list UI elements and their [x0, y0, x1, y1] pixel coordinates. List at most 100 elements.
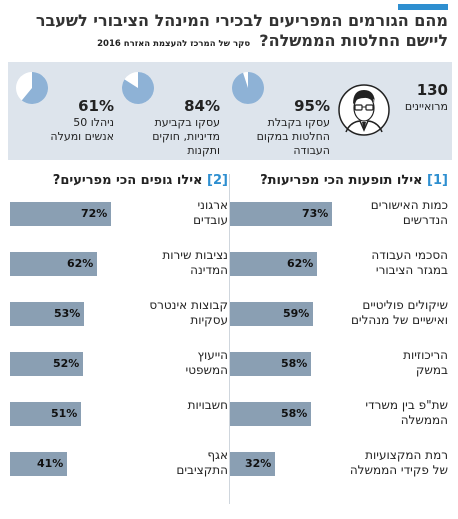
bar-value-label: 73%: [302, 207, 329, 220]
category-label-line: כמות האישורים: [370, 198, 448, 212]
category-label-line: חשבויות: [187, 398, 228, 412]
category-label-line: עובדים: [193, 213, 228, 227]
panel-number-badge: [1]: [427, 173, 448, 188]
bar: [230, 402, 311, 426]
panel-title-bodies: [2] אילו גופים הכי מפריעים?: [10, 172, 228, 190]
category-label-line: המדינה: [190, 263, 228, 277]
pie-slice: [21, 72, 48, 104]
stat-description: העבודה: [293, 144, 330, 157]
panel-bodies: [2] אילו גופים הכי מפריעים? ארגוני עובדים…: [10, 172, 228, 512]
bar: [10, 402, 81, 426]
bar-value-label: 41%: [37, 457, 64, 470]
bar: [10, 452, 67, 476]
panel-divider: [229, 174, 230, 504]
stat-pie-icon: [232, 72, 264, 104]
bar-value-label: 72%: [81, 207, 108, 220]
bar: [10, 302, 84, 326]
stat-percent: 84%: [184, 97, 220, 115]
stat-description: ותקנות: [187, 144, 220, 157]
category-label-line: שת"פ בין משרדי: [365, 398, 448, 412]
bar-value-label: 62%: [67, 257, 94, 270]
stat-description: עסקו בקביעת: [154, 116, 220, 129]
stat-percent: 95%: [294, 97, 330, 115]
category-label-line: במשק: [415, 363, 448, 377]
bar-value-label: 58%: [281, 407, 308, 420]
category-label-line: ואישיים של מנהלים: [350, 313, 448, 327]
bar: [230, 302, 313, 326]
category-label: הייעוץ המשפטי: [118, 348, 228, 378]
category-label-line: הנדרשים: [402, 213, 448, 227]
stat-pie-icon: [16, 72, 48, 104]
bar: [10, 202, 111, 226]
stat-description: מדיניות, חוקים: [152, 130, 220, 143]
category-label-line: של פקידי הממשלה: [349, 463, 448, 477]
respondents-count: 130: [416, 81, 448, 99]
category-label-line: רמת המקצועיות: [365, 448, 448, 462]
category-label: נציבות שירות המדינה: [118, 248, 228, 278]
panel-title-text: אילו גופים הכי מפריעים?: [52, 173, 203, 188]
category-label: שיקולים פוליטיים ואישיים של מנהלים: [338, 298, 448, 328]
category-label: שת"פ בין משרדי הממשלה: [338, 398, 448, 428]
category-label: אגף התקציבים: [118, 448, 228, 478]
respondents-block: 130 מרואיינים: [405, 80, 448, 114]
accent-bar: [398, 4, 448, 10]
panel-number: 1: [433, 173, 443, 188]
bar: [10, 352, 83, 376]
bar-value-label: 32%: [245, 457, 272, 470]
category-label: רמת המקצועיות של פקידי הממשלה: [338, 448, 448, 478]
stat-percent: 61%: [78, 97, 114, 115]
category-label: חשבויות: [118, 398, 228, 413]
category-label-line: במגזר הציבורי: [375, 263, 448, 277]
stat-block: 84% עסקו בקביעת מדיניות, חוקים ותקנות: [120, 66, 220, 158]
category-label-line: הסכמי העבודה: [371, 248, 448, 262]
stat-description: החלטות במקום: [256, 130, 330, 143]
bar-value-label: 51%: [51, 407, 78, 420]
category-label-line: הייעוץ: [197, 348, 228, 362]
stats-band: 130 מרואיינים 95% עסקו בקבלת החלטות במקום ה…: [8, 62, 452, 160]
respondents-label: מרואיינים: [404, 100, 448, 113]
category-label: קבוצות אינטרס עסקיות: [118, 298, 228, 328]
bar: [230, 252, 317, 276]
survey-note: סקר של המרכז להעצמת האזרח 2016: [97, 39, 251, 49]
stat-pie-icon: [122, 72, 154, 104]
bar: [10, 252, 97, 276]
bar-value-label: 59%: [283, 307, 310, 320]
category-label-line: הריכוזיות: [403, 348, 448, 362]
bar: [230, 352, 311, 376]
pie-slice: [232, 72, 264, 104]
pie-slice: [122, 72, 154, 104]
title-line-2-wrap: ליישם החלטות הממשלה? סקר של המרכז להעצמת…: [8, 32, 448, 53]
stat-description: עסקו בקבלת: [267, 116, 330, 129]
category-label: ארגוני עובדים: [118, 198, 228, 228]
category-label: הריכוזיות במשק: [338, 348, 448, 378]
bar: [230, 452, 275, 476]
category-label-line: ארגוני: [197, 198, 229, 212]
panel-number: 2: [213, 173, 223, 188]
bar-value-label: 52%: [53, 357, 80, 370]
panel-title-phenomena: [1] אילו תופעות הכי מפריעות?: [230, 172, 448, 190]
stat-description: אנשים ומעלה: [50, 130, 114, 143]
bar: [230, 202, 332, 226]
category-label: כמות האישורים הנדרשים: [338, 198, 448, 228]
panel-number-badge: [2]: [207, 173, 228, 188]
bar-value-label: 62%: [287, 257, 314, 270]
category-label-line: נציבות שירות: [162, 248, 228, 262]
panel-title-text: אילו תופעות הכי מפריעות?: [260, 173, 423, 188]
category-label-line: המשפטי: [185, 363, 228, 377]
category-label: הסכמי העבודה במגזר הציבורי: [338, 248, 448, 278]
category-label-line: שיקולים פוליטיים: [362, 298, 448, 312]
panel-phenomena: [1] אילו תופעות הכי מפריעות? כמות האישור…: [230, 172, 448, 512]
stat-description: ניהלו 50: [73, 116, 114, 129]
person-avatar-icon: [338, 84, 390, 136]
page-title-line-2: ליישם החלטות הממשלה?: [259, 31, 448, 50]
bar-value-label: 58%: [281, 357, 308, 370]
category-label-line: קבוצות אינטרס: [149, 298, 228, 312]
category-label-line: עסקיות: [190, 313, 228, 327]
stat-block: 61% ניהלו 50 אנשים ומעלה: [14, 66, 114, 158]
stat-block: 95% עסקו בקבלת החלטות במקום העבודה: [230, 66, 330, 158]
bar-value-label: 53%: [54, 307, 81, 320]
category-label-line: אגף: [207, 448, 228, 462]
category-label-line: התקציבים: [176, 463, 228, 477]
page-title: מהם הגורמים המפריעים לבכירי המינהל הציבו…: [35, 11, 448, 30]
category-label-line: הממשלה: [400, 413, 448, 427]
